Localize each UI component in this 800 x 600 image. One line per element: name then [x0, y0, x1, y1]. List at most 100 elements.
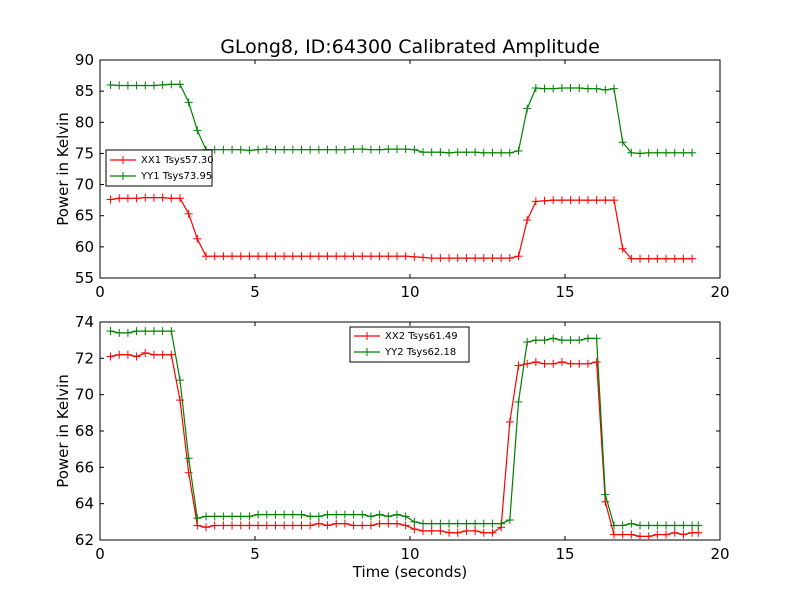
bottom-data-point-xx2: [332, 519, 341, 528]
bottom-data-point-xx2: [427, 526, 436, 535]
top-data-point-yy1: [670, 148, 679, 157]
top-x-tick-label: 5: [250, 283, 260, 301]
top-data-point-yy1: [479, 148, 488, 157]
bottom-data-point-xx2: [694, 528, 703, 537]
bottom-data-point-yy2: [314, 512, 323, 521]
bottom-data-point-xx2: [262, 521, 271, 530]
top-data-point-yy1: [236, 145, 245, 154]
top-data-point-xx1: [670, 254, 679, 263]
top-data-point-xx1: [384, 252, 393, 261]
bottom-data-point-yy2: [349, 510, 358, 519]
top-data-point-xx1: [115, 194, 124, 203]
bottom-data-point-yy2: [366, 512, 375, 521]
top-data-point-xx1: [688, 254, 697, 263]
top-legend: XX1 Tsys57.30 YY1 Tsys73.95: [105, 149, 214, 187]
bottom-data-point-xx2: [297, 521, 306, 530]
bottom-data-point-xx2: [219, 521, 228, 530]
bottom-data-point-yy2: [236, 512, 245, 521]
top-data-point-yy1: [245, 146, 254, 155]
bottom-data-point-yy2: [583, 334, 592, 343]
top-data-point-yy1: [427, 148, 436, 157]
top-data-point-yy1: [505, 148, 514, 157]
bottom-data-point-yy2: [123, 328, 132, 337]
top-data-point-xx1: [210, 252, 219, 261]
bottom-data-point-xx2: [158, 350, 167, 359]
top-data-point-yy1: [497, 148, 506, 157]
top-data-point-xx1: [349, 252, 358, 261]
top-data-point-yy1: [288, 145, 297, 154]
bottom-data-point-yy2: [271, 510, 280, 519]
bottom-data-point-xx2: [106, 352, 115, 361]
bottom-data-point-yy2: [670, 521, 679, 530]
top-data-point-yy1: [349, 145, 358, 154]
top-data-point-xx1: [575, 196, 584, 205]
top-data-point-yy1: [306, 145, 315, 154]
bottom-data-point-yy2: [575, 336, 584, 345]
top-data-point-yy1: [228, 145, 237, 154]
bottom-data-point-xx2: [592, 357, 601, 366]
top-data-point-yy1: [627, 148, 636, 157]
top-data-point-yy1: [653, 148, 662, 157]
top-data-point-xx1: [557, 196, 566, 205]
bottom-data-point-xx2: [323, 521, 332, 530]
top-data-point-yy1: [523, 104, 532, 113]
bottom-data-point-xx2: [462, 526, 471, 535]
bottom-data-point-yy2: [419, 519, 428, 528]
top-data-point-yy1: [375, 145, 384, 154]
top-data-point-yy1: [167, 80, 176, 89]
bottom-data-point-yy2: [210, 512, 219, 521]
top-data-point-xx1: [488, 254, 497, 263]
bottom-data-point-yy2: [497, 519, 506, 528]
top-data-point-xx1: [436, 254, 445, 263]
bottom-data-point-yy2: [184, 454, 193, 463]
bottom-data-point-yy2: [505, 516, 514, 525]
top-data-point-yy1: [175, 80, 184, 89]
top-data-point-yy1: [609, 84, 618, 93]
top-data-point-yy1: [462, 148, 471, 157]
top-data-point-xx1: [167, 194, 176, 203]
top-data-point-yy1: [254, 145, 263, 154]
top-data-point-yy1: [644, 148, 653, 157]
top-data-point-xx1: [262, 252, 271, 261]
bottom-data-point-xx2: [679, 530, 688, 539]
bottom-data-point-xx2: [123, 350, 132, 359]
top-data-point-xx1: [149, 193, 158, 202]
top-data-point-xx1: [453, 254, 462, 263]
top-data-point-yy1: [557, 84, 566, 93]
top-legend-label-yy1: YY1 Tsys73.95: [140, 171, 212, 182]
top-data-point-xx1: [445, 254, 454, 263]
bottom-data-point-xx2: [149, 350, 158, 359]
top-data-point-yy1: [419, 148, 428, 157]
top-y-tick-label: 85: [75, 82, 94, 100]
bottom-y-tick-label: 68: [75, 422, 94, 440]
top-data-point-xx1: [280, 252, 289, 261]
top-x-tick-label: 10: [400, 283, 419, 301]
top-data-point-xx1: [141, 193, 150, 202]
bottom-data-point-xx2: [245, 521, 254, 530]
bottom-data-point-yy2: [479, 519, 488, 528]
bottom-data-point-yy2: [592, 334, 601, 343]
top-data-point-yy1: [184, 98, 193, 107]
bottom-data-point-yy2: [193, 514, 202, 523]
bottom-data-point-yy2: [618, 521, 627, 530]
bottom-data-point-yy2: [115, 328, 124, 337]
bottom-y-axis-label: Power in Kelvin: [54, 374, 72, 488]
bottom-data-point-yy2: [601, 490, 610, 499]
top-data-point-yy1: [401, 145, 410, 154]
top-data-point-xx1: [245, 252, 254, 261]
bottom-x-tick-label: 5: [250, 545, 260, 563]
top-data-point-xx1: [219, 252, 228, 261]
bottom-data-point-yy2: [332, 510, 341, 519]
bottom-data-point-yy2: [453, 519, 462, 528]
top-data-point-yy1: [297, 145, 306, 154]
top-data-point-xx1: [401, 252, 410, 261]
bottom-y-tick-label: 74: [75, 313, 94, 331]
top-data-point-yy1: [514, 146, 523, 155]
bottom-x-tick-label: 10: [400, 545, 419, 563]
top-data-point-yy1: [314, 145, 323, 154]
bottom-data-point-xx2: [384, 519, 393, 528]
top-data-point-yy1: [219, 145, 228, 154]
bottom-data-point-yy2: [297, 510, 306, 519]
bottom-data-point-xx2: [583, 359, 592, 368]
bottom-data-point-xx2: [540, 359, 549, 368]
